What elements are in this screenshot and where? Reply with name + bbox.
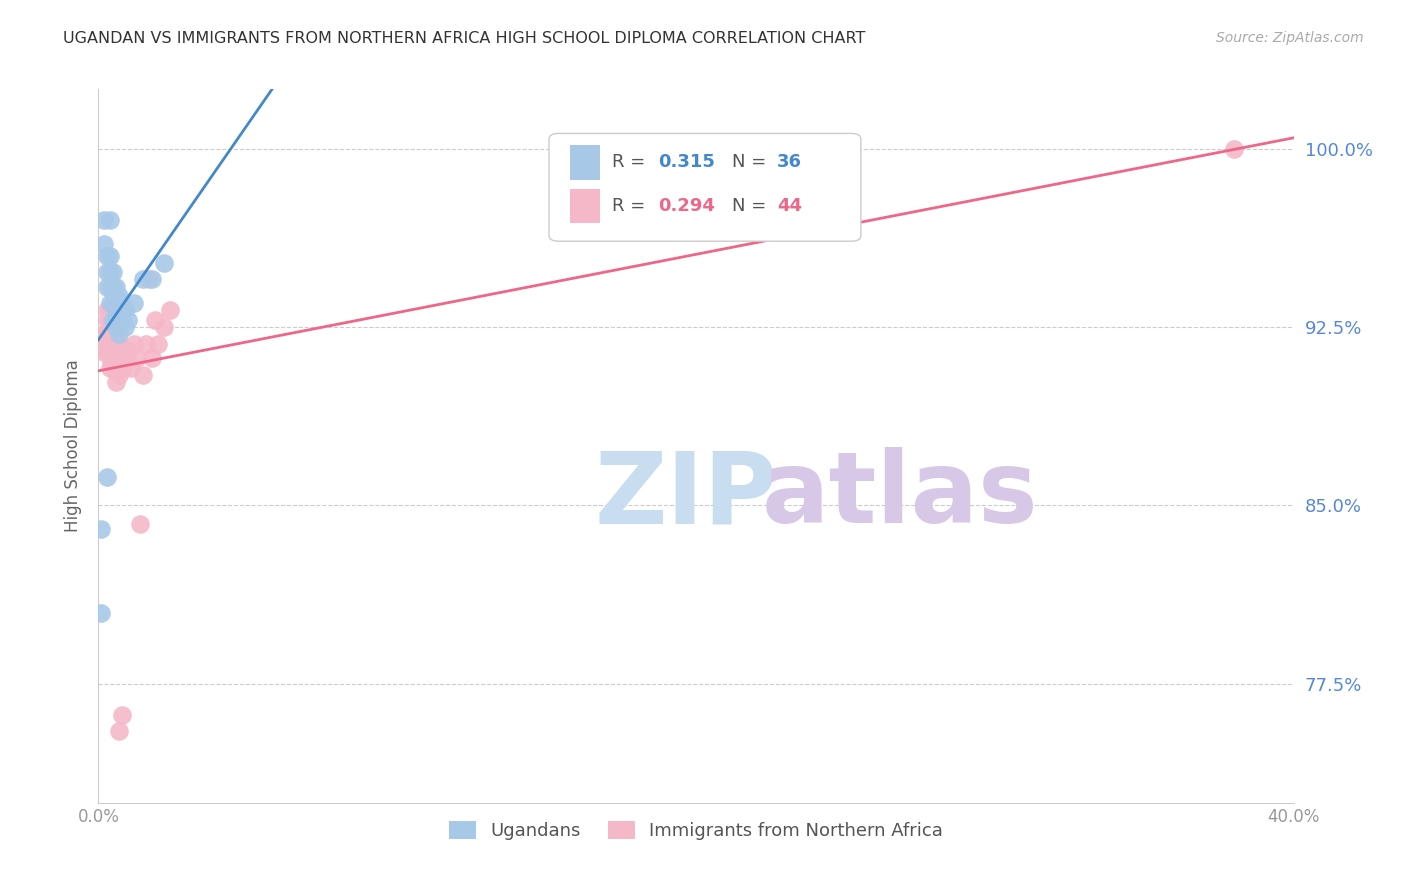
Point — [96, 470, 118, 484]
Point — [96, 313, 118, 327]
Text: UGANDAN VS IMMIGRANTS FROM NORTHERN AFRICA HIGH SCHOOL DIPLOMA CORRELATION CHART: UGANDAN VS IMMIGRANTS FROM NORTHERN AFRI… — [63, 31, 866, 46]
Point — [103, 313, 125, 327]
Text: ZIP: ZIP — [595, 448, 778, 544]
Point — [98, 360, 122, 375]
Point — [105, 375, 128, 389]
Point — [135, 336, 157, 351]
Point — [159, 303, 181, 318]
Point — [105, 320, 128, 334]
Text: N =: N = — [733, 153, 772, 171]
Point — [143, 313, 166, 327]
Point — [98, 213, 122, 227]
Point — [141, 272, 163, 286]
Point — [98, 327, 122, 342]
Point — [96, 303, 118, 318]
Point — [96, 327, 118, 342]
Point — [114, 303, 136, 318]
Text: N =: N = — [733, 197, 772, 215]
Point — [108, 313, 131, 327]
Point — [90, 522, 112, 536]
Text: R =: R = — [613, 197, 651, 215]
Point — [153, 256, 176, 270]
Point — [103, 327, 125, 342]
Point — [93, 336, 115, 351]
Text: 0.315: 0.315 — [658, 153, 714, 171]
Legend: Ugandans, Immigrants from Northern Africa: Ugandans, Immigrants from Northern Afric… — [441, 814, 950, 847]
Point — [105, 289, 128, 303]
Point — [138, 272, 160, 286]
Point — [127, 351, 149, 365]
Point — [111, 343, 134, 358]
FancyBboxPatch shape — [548, 134, 860, 241]
Point — [103, 313, 125, 327]
Text: Source: ZipAtlas.com: Source: ZipAtlas.com — [1216, 31, 1364, 45]
Point — [98, 279, 122, 293]
Point — [103, 265, 125, 279]
Point — [108, 327, 131, 342]
Point — [93, 327, 115, 342]
Point — [108, 289, 131, 303]
Point — [98, 313, 122, 327]
Point — [105, 351, 128, 365]
Point — [98, 249, 122, 263]
Point — [105, 303, 128, 318]
Y-axis label: High School Diploma: High School Diploma — [65, 359, 83, 533]
Point — [108, 336, 131, 351]
Point — [98, 336, 122, 351]
Point — [108, 368, 131, 382]
Point — [108, 724, 131, 739]
Point — [111, 360, 134, 375]
Point — [108, 303, 131, 318]
Point — [111, 296, 134, 310]
Point — [98, 351, 122, 365]
Point — [103, 343, 125, 358]
Point — [96, 249, 118, 263]
Point — [96, 343, 118, 358]
Point — [129, 517, 152, 532]
Point — [120, 360, 142, 375]
Point — [148, 336, 170, 351]
Point — [117, 313, 139, 327]
Point — [124, 296, 146, 310]
Point — [114, 351, 136, 365]
Point — [90, 606, 112, 620]
Point — [90, 343, 112, 358]
Point — [105, 279, 128, 293]
Point — [93, 213, 115, 227]
Point — [98, 303, 122, 318]
FancyBboxPatch shape — [571, 145, 600, 179]
Text: R =: R = — [613, 153, 651, 171]
Point — [105, 360, 128, 375]
Point — [114, 320, 136, 334]
Point — [105, 327, 128, 342]
Point — [132, 272, 155, 286]
Point — [103, 296, 125, 310]
Point — [105, 313, 128, 327]
Point — [96, 279, 118, 293]
Point — [132, 368, 155, 382]
Point — [93, 236, 115, 251]
Text: 44: 44 — [778, 197, 803, 215]
Point — [153, 320, 176, 334]
Point — [105, 296, 128, 310]
Point — [111, 707, 134, 722]
Point — [103, 279, 125, 293]
Point — [98, 296, 122, 310]
Text: 0.294: 0.294 — [658, 197, 714, 215]
Text: atlas: atlas — [762, 448, 1038, 544]
Point — [1223, 142, 1246, 156]
FancyBboxPatch shape — [571, 189, 600, 223]
Point — [105, 336, 128, 351]
Text: 36: 36 — [778, 153, 803, 171]
Point — [111, 313, 134, 327]
Point — [108, 351, 131, 365]
Point — [124, 336, 146, 351]
Point — [141, 351, 163, 365]
Point — [103, 360, 125, 375]
Point — [98, 265, 122, 279]
Point — [117, 343, 139, 358]
Point — [96, 265, 118, 279]
